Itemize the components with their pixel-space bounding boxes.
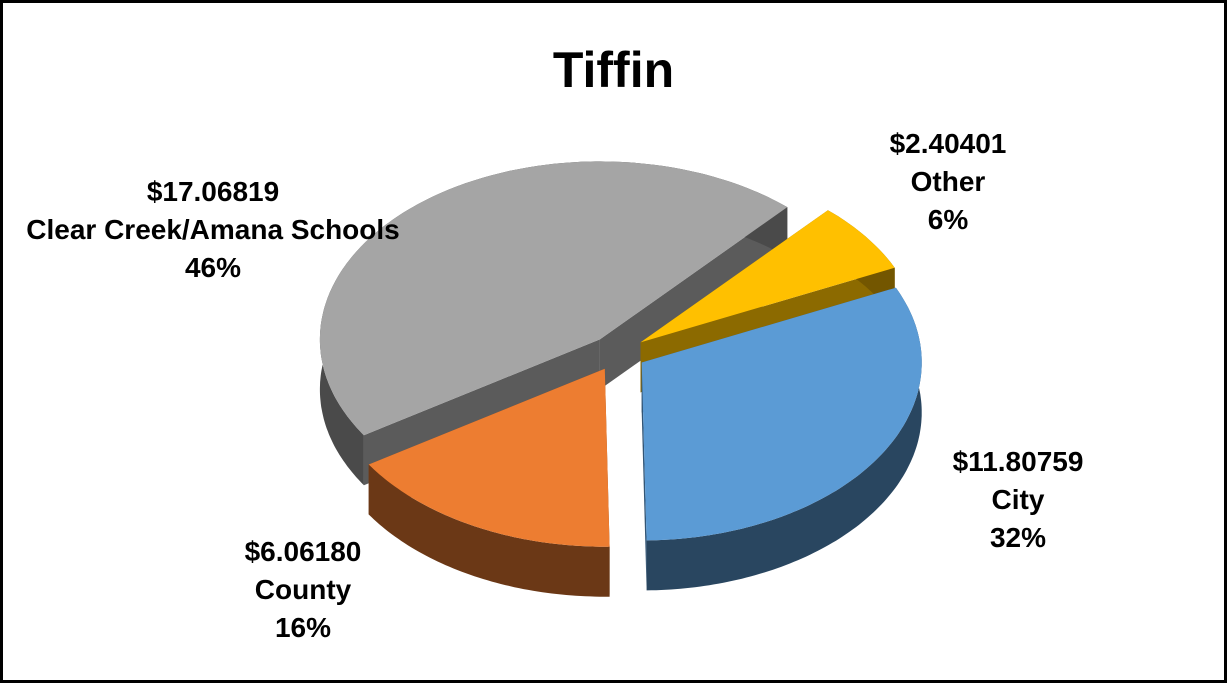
data-label: $2.40401 Other 6% [838, 125, 1058, 239]
slice [641, 287, 922, 541]
value-label: $11.80759 [952, 446, 1084, 477]
value-label: $17.06819 [146, 176, 280, 207]
slice [640, 210, 895, 343]
category-label: City [991, 484, 1045, 515]
value-label: $2.40401 [889, 128, 1007, 159]
category-label: Clear Creek/Amana Schools [26, 214, 400, 245]
percent-label: 16% [274, 612, 332, 643]
percent-label: 32% [989, 522, 1047, 553]
slice [319, 161, 788, 436]
percent-label: 46% [184, 252, 242, 283]
slice-radial-wall [641, 362, 647, 591]
category-label: Other [910, 166, 986, 197]
slice-side [368, 464, 610, 597]
category-label: County [254, 574, 352, 605]
value-label: $6.06180 [244, 536, 362, 567]
pie [319, 161, 922, 597]
slice-side [646, 287, 922, 591]
data-label: $6.06180 County 16% [188, 533, 418, 647]
percent-label: 6% [927, 204, 969, 235]
chart-title: Tiffin [552, 42, 675, 98]
data-label: $17.06819 Clear Creek/Amana Schools 46% [23, 173, 403, 287]
slice [368, 368, 610, 547]
data-label: $11.80759 City 32% [903, 443, 1133, 557]
